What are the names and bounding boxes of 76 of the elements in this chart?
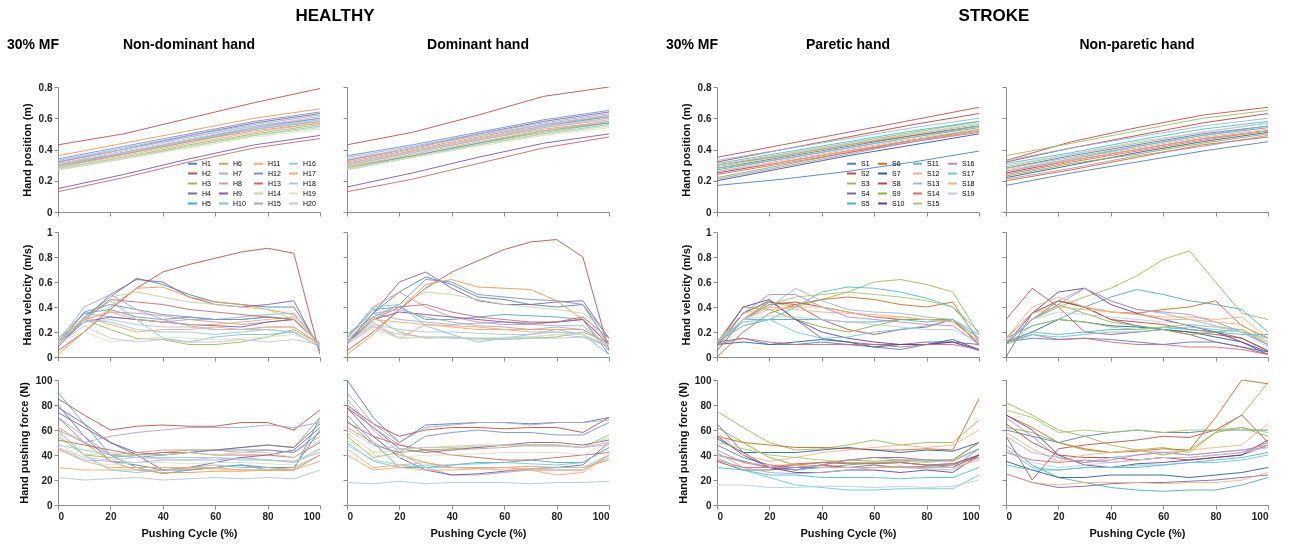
x-tick-label: 60 xyxy=(210,510,222,522)
x-tick-label: 0 xyxy=(58,510,65,522)
y-axis-title: Hand position (m) xyxy=(20,102,33,197)
y-tick-label: 60 xyxy=(41,424,53,436)
x-axis-title: Pushing Cycle (%) xyxy=(1089,526,1186,539)
y-tick-label: 0.6 xyxy=(697,276,712,288)
x-tick-label: 40 xyxy=(446,510,459,522)
y-tick-label: 0.8 xyxy=(38,251,53,263)
x-tick-label: 20 xyxy=(1053,510,1065,522)
y-tick-label: 0.8 xyxy=(38,81,53,93)
text: 30% MF xyxy=(665,36,719,52)
x-tick-label: 0 xyxy=(717,510,724,522)
y-axis-title: Hand position (m) xyxy=(679,102,692,197)
x-tick-label: 100 xyxy=(962,510,980,522)
text: HEALTHY xyxy=(295,6,375,26)
y-tick-label: 0.2 xyxy=(697,326,712,338)
x-tick-label: 80 xyxy=(551,510,564,522)
y-tick-label: 1 xyxy=(46,226,53,238)
x-tick-label: 80 xyxy=(262,510,275,522)
y-tick-label: 0 xyxy=(46,499,53,511)
y-tick-label: 40 xyxy=(41,449,53,461)
text: 30% MF xyxy=(6,36,60,52)
y-tick-label: 0.8 xyxy=(697,81,712,93)
y-axis-title: Hand pushing force (N) xyxy=(676,381,689,504)
y-tick-label: 0 xyxy=(46,351,53,363)
y-tick-label: 0.4 xyxy=(38,144,53,155)
y-tick-label: 0.2 xyxy=(38,175,53,187)
y-tick-label: 0 xyxy=(705,206,712,218)
y-axis-title: Hand pushing force (N) xyxy=(17,381,30,504)
y-tick-label: 0.4 xyxy=(697,144,712,155)
y-tick-label: 40 xyxy=(700,449,712,461)
chart-title: Non-paretic hand xyxy=(1079,36,1195,52)
x-tick-label: 100 xyxy=(1251,510,1269,522)
y-tick-label: 0.4 xyxy=(697,301,712,313)
x-axis-title: Pushing Cycle (%) xyxy=(430,526,527,539)
y-tick-label: 1 xyxy=(705,226,712,238)
x-tick-label: 80 xyxy=(921,510,934,522)
y-tick-label: 60 xyxy=(700,424,712,436)
x-axis-title: Pushing Cycle (%) xyxy=(141,526,238,539)
x-tick-label: 60 xyxy=(869,510,881,522)
text: STROKE xyxy=(958,6,1030,26)
x-tick-label: 0 xyxy=(1006,510,1013,522)
y-tick-label: 80 xyxy=(41,399,53,411)
y-tick-label: 0.6 xyxy=(697,112,712,124)
y-tick-label: 20 xyxy=(700,474,712,486)
y-tick-label: 100 xyxy=(35,374,53,386)
y-tick-label: 0.2 xyxy=(38,326,53,338)
y-tick-label: 0 xyxy=(46,206,53,218)
y-tick-label: 0.8 xyxy=(697,251,712,263)
y-tick-label: 0.6 xyxy=(38,112,53,124)
y-tick-label: 100 xyxy=(694,374,712,386)
y-tick-label: 0.6 xyxy=(38,276,53,288)
x-tick-label: 0 xyxy=(347,510,354,522)
x-tick-label: 40 xyxy=(157,510,170,522)
chart-title: Dominant hand xyxy=(427,36,529,52)
y-tick-label: 0 xyxy=(705,499,712,511)
chart-title: Non-dominant hand xyxy=(122,36,256,52)
x-tick-label: 100 xyxy=(592,510,610,522)
chart-title: Paretic hand xyxy=(805,36,891,52)
y-axis-title: Hand velocity (m/s) xyxy=(20,244,33,346)
x-axis-title: Pushing Cycle (%) xyxy=(800,526,897,539)
y-tick-label: 0 xyxy=(705,351,712,363)
x-tick-label: 100 xyxy=(303,510,321,522)
y-tick-label: 80 xyxy=(700,399,712,411)
y-tick-label: 0.2 xyxy=(697,175,712,187)
x-tick-label: 60 xyxy=(499,510,511,522)
x-tick-label: 20 xyxy=(394,510,406,522)
x-tick-label: 80 xyxy=(1210,510,1223,522)
y-axis-title: Hand velocity (m/s) xyxy=(679,244,692,346)
y-tick-label: 0.4 xyxy=(38,301,53,313)
x-tick-label: 60 xyxy=(1158,510,1170,522)
x-tick-label: 40 xyxy=(816,510,829,522)
x-tick-label: 20 xyxy=(764,510,776,522)
y-tick-label: 20 xyxy=(41,474,53,486)
x-tick-label: 40 xyxy=(1105,510,1118,522)
x-tick-label: 20 xyxy=(105,510,117,522)
